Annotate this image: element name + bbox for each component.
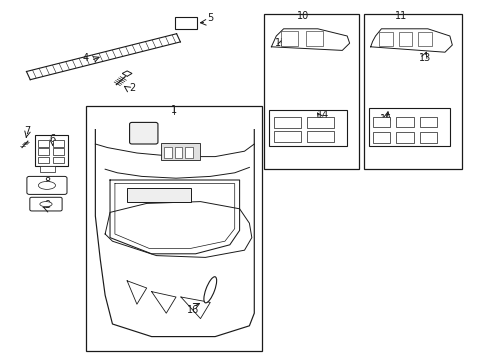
Bar	[35, 135, 68, 166]
Text: 11: 11	[394, 11, 407, 21]
Bar	[38, 140, 49, 147]
Bar	[127, 188, 190, 202]
Bar	[306, 131, 333, 142]
Text: 14: 14	[316, 110, 328, 120]
Bar	[38, 157, 49, 163]
Bar	[281, 31, 298, 46]
Bar	[306, 117, 333, 128]
Bar	[419, 132, 436, 143]
Bar	[40, 166, 55, 172]
Polygon shape	[122, 71, 132, 76]
Text: 10: 10	[296, 11, 309, 21]
Text: 2: 2	[129, 83, 135, 93]
Bar	[372, 132, 389, 143]
Bar	[372, 117, 389, 127]
Text: 4: 4	[82, 53, 88, 63]
Bar	[395, 117, 413, 127]
Bar	[161, 143, 200, 160]
Bar	[53, 140, 64, 147]
FancyBboxPatch shape	[30, 197, 62, 211]
Bar	[53, 157, 64, 163]
Bar	[268, 110, 346, 146]
Bar	[378, 32, 392, 46]
Polygon shape	[370, 29, 451, 52]
Bar	[264, 14, 359, 169]
Bar	[398, 32, 411, 46]
FancyBboxPatch shape	[129, 122, 158, 144]
Polygon shape	[271, 29, 349, 50]
Bar	[364, 14, 461, 169]
Text: 15: 15	[379, 114, 392, 124]
Text: 7: 7	[24, 126, 30, 136]
Bar	[417, 32, 431, 46]
Bar	[38, 148, 49, 155]
Text: 8: 8	[45, 177, 51, 187]
Bar	[273, 117, 300, 128]
Text: 12: 12	[274, 38, 287, 48]
Bar	[163, 147, 171, 158]
Ellipse shape	[40, 202, 52, 207]
Text: 16: 16	[186, 305, 199, 315]
Text: 13: 13	[418, 53, 431, 63]
Bar	[53, 148, 64, 155]
Bar	[175, 17, 196, 29]
Bar	[273, 131, 300, 142]
Bar	[185, 147, 193, 158]
Bar	[85, 106, 261, 351]
Bar	[395, 132, 413, 143]
FancyBboxPatch shape	[27, 176, 67, 194]
Ellipse shape	[38, 181, 55, 189]
Text: 9: 9	[45, 200, 51, 210]
Bar	[305, 31, 322, 46]
Bar	[368, 108, 449, 146]
Bar	[419, 117, 436, 127]
Ellipse shape	[203, 277, 216, 303]
Text: 5: 5	[207, 13, 213, 23]
Bar	[174, 147, 182, 158]
Text: 3: 3	[148, 123, 154, 133]
Text: 1: 1	[170, 105, 176, 115]
Text: 6: 6	[50, 134, 56, 144]
